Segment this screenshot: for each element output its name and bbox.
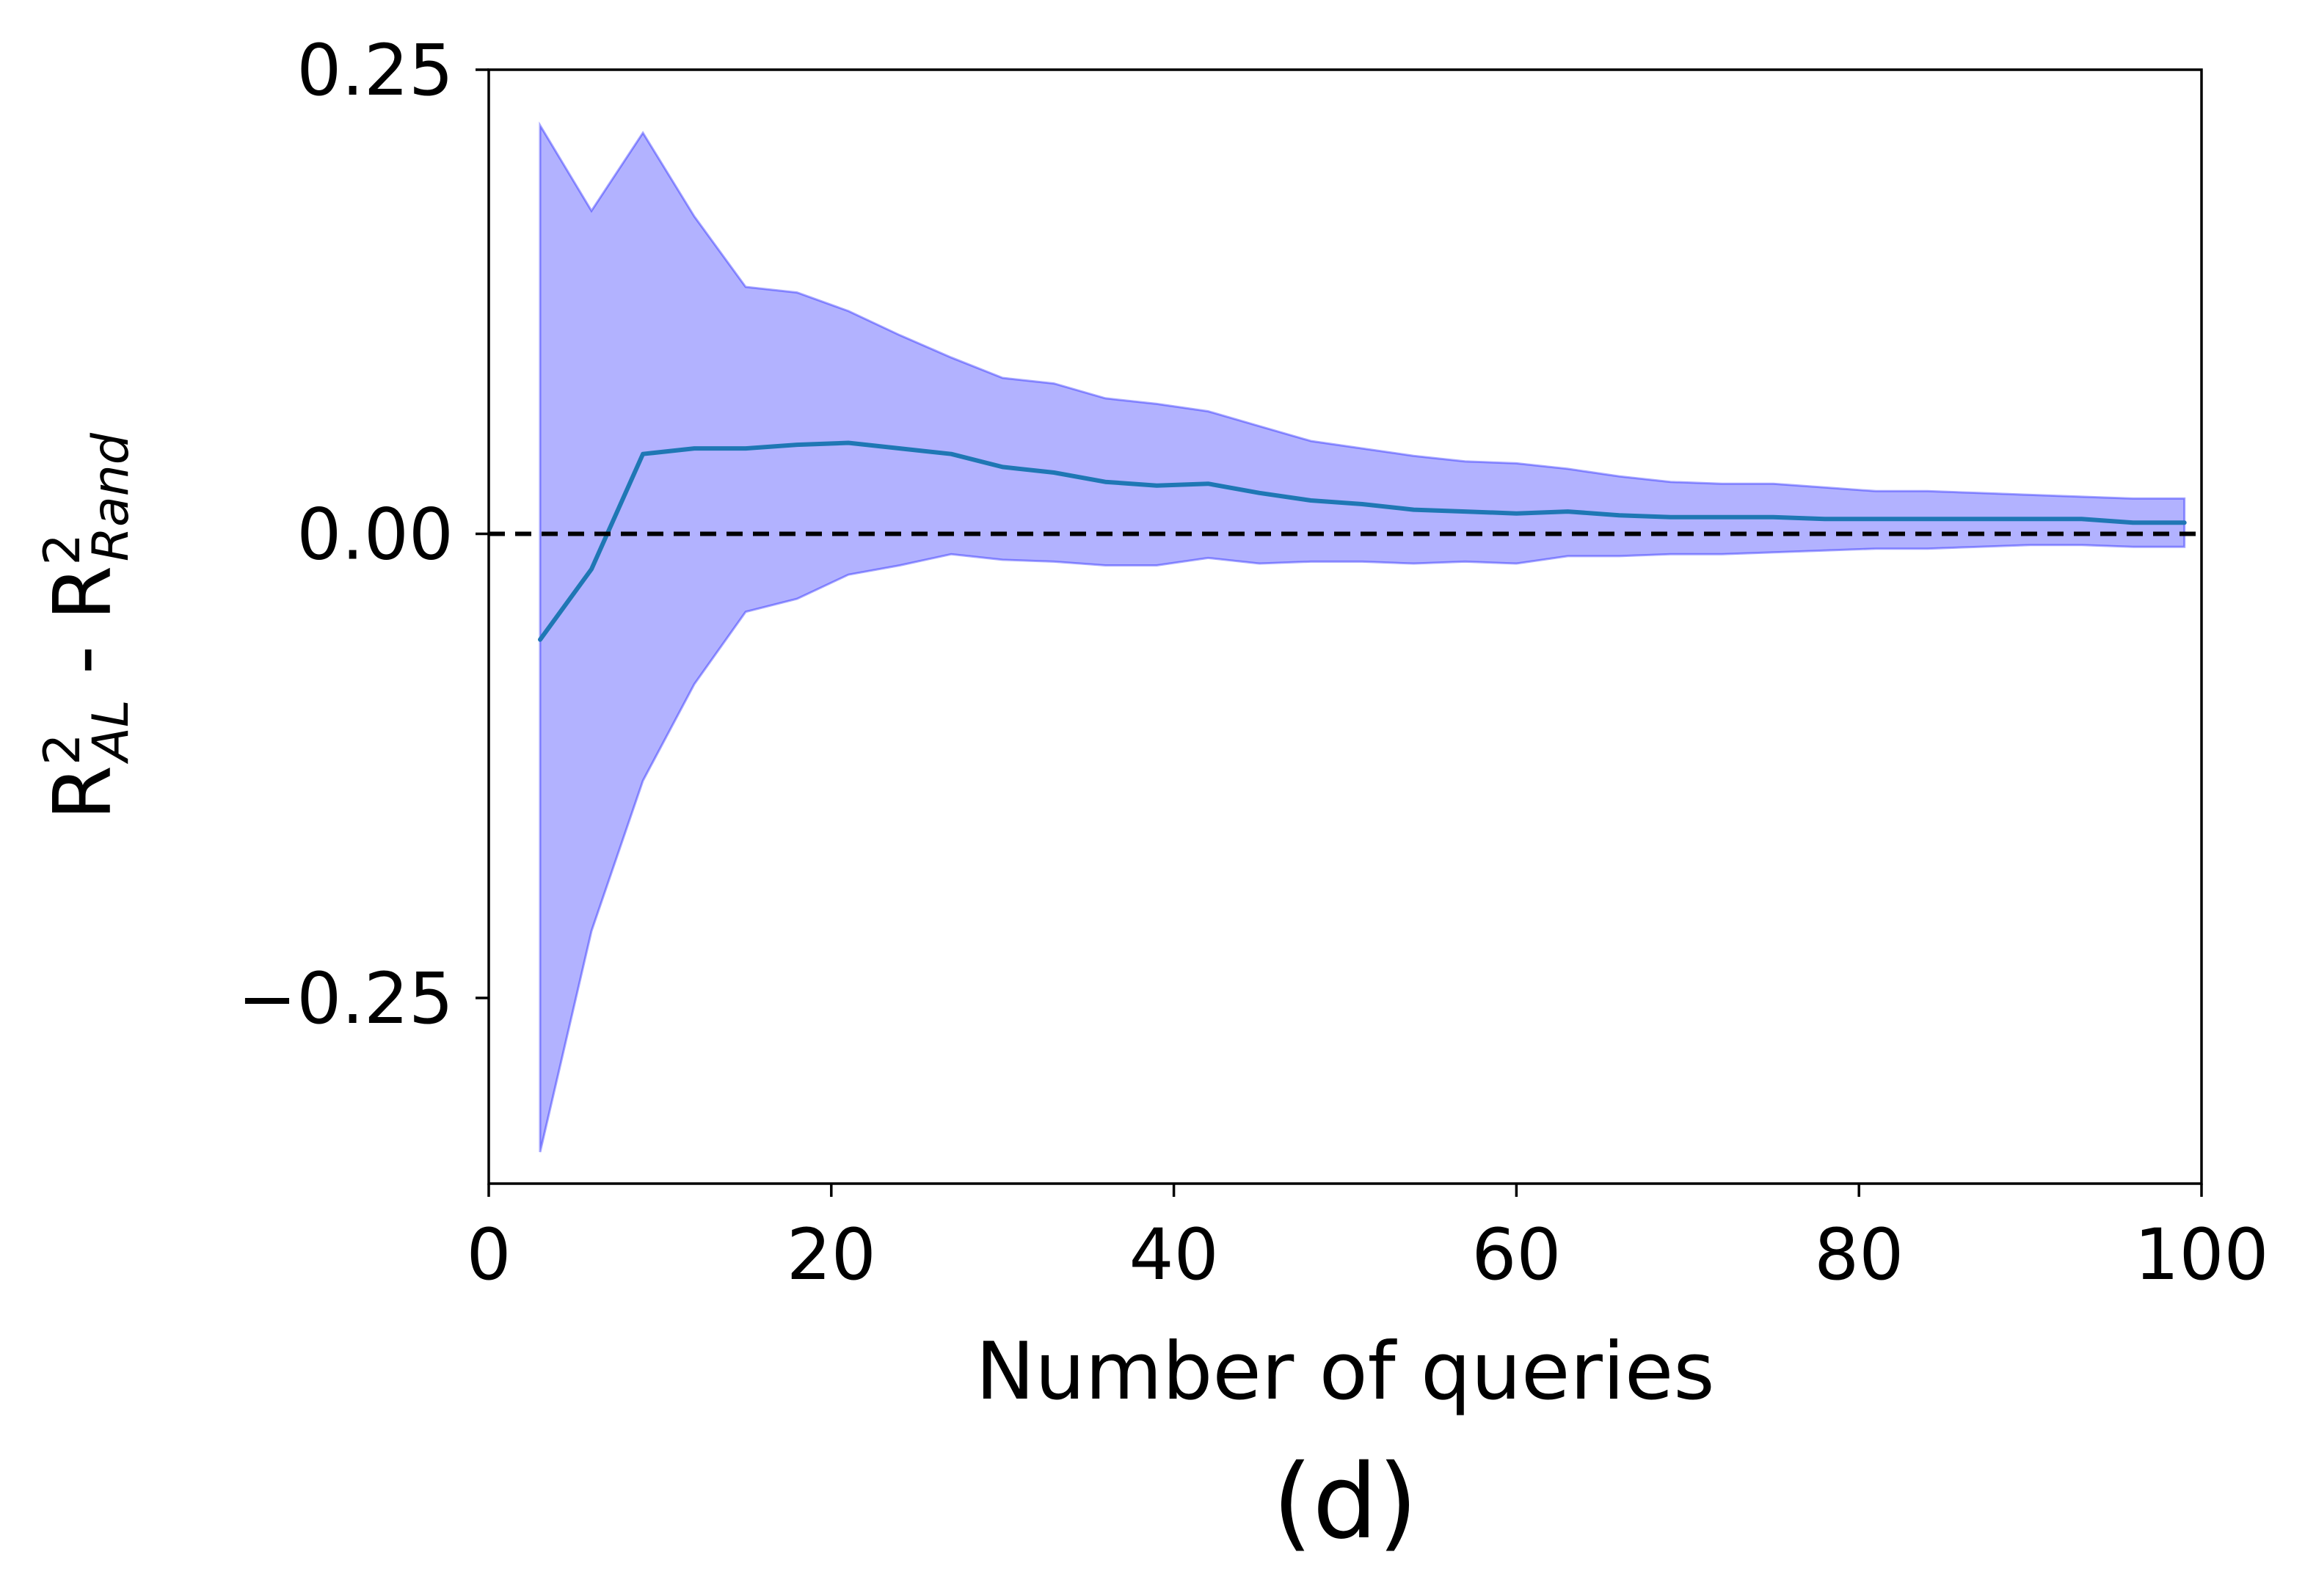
- data-point: [1771, 515, 1776, 520]
- y-axis-label: R2AL - R2Rand: [34, 432, 140, 820]
- mean-line-0: [538, 440, 2187, 642]
- data-point: [795, 442, 799, 447]
- x-tick-label: 100: [2134, 1214, 2268, 1296]
- data-point: [1823, 517, 1827, 521]
- data-point: [1206, 481, 1210, 486]
- data-point: [1463, 509, 1467, 514]
- x-tick-label: 40: [1129, 1214, 1219, 1296]
- data-point: [897, 446, 902, 451]
- data-point: [2080, 517, 2084, 521]
- y-label-rand-base: R: [37, 566, 129, 621]
- data-point: [1000, 464, 1005, 469]
- data-point: [641, 452, 645, 456]
- data-point: [1874, 517, 1879, 521]
- panel-label: (d): [1272, 1443, 1418, 1562]
- ticks-layer: 0 20 40 60 80 100 −0.25 0.00 0.25: [238, 29, 2269, 1296]
- data-point: [1154, 484, 1159, 488]
- data-point: [2131, 520, 2135, 525]
- data-point: [1103, 480, 1107, 484]
- data-point: [1514, 511, 1518, 516]
- marks-layer: [489, 121, 2202, 1153]
- x-tick-label: 20: [787, 1214, 876, 1296]
- data-point: [2028, 517, 2033, 521]
- x-tick-label: 80: [1814, 1214, 1904, 1296]
- confidence-band-0: [539, 121, 2186, 1153]
- y-tick-label: −0.25: [238, 958, 454, 1040]
- y-label-al-sub: AL: [82, 699, 140, 764]
- y-label-al-sup: 2: [34, 734, 92, 765]
- data-point: [1360, 502, 1364, 506]
- x-axis-label: Number of queries: [975, 1326, 1714, 1418]
- data-point: [538, 638, 542, 642]
- plot-frame: [487, 68, 2203, 1185]
- data-point: [692, 446, 696, 451]
- data-point: [743, 446, 748, 451]
- y-label-rand-sup: 2: [34, 533, 92, 565]
- data-point: [846, 441, 851, 445]
- data-point: [1411, 508, 1416, 512]
- data-point: [1720, 515, 1725, 520]
- data-point: [2182, 520, 2187, 525]
- data-point: [949, 452, 953, 456]
- data-point: [1617, 513, 1621, 517]
- data-point: [1052, 470, 1056, 475]
- x-tick-label: 0: [466, 1214, 511, 1296]
- data-point: [1257, 491, 1261, 495]
- y-label-separator: -: [37, 621, 129, 700]
- data-point: [1308, 498, 1313, 503]
- data-point: [1977, 517, 1981, 521]
- y-tick-label: 0.00: [296, 494, 454, 576]
- y-label-al-base: R: [37, 765, 129, 820]
- y-label-rand-sub: Rand: [82, 432, 140, 561]
- y-tick-label: 0.25: [296, 29, 454, 112]
- data-point: [589, 567, 594, 572]
- data-point: [1565, 509, 1570, 514]
- x-tick-label: 60: [1471, 1214, 1561, 1296]
- data-point: [1926, 517, 1930, 521]
- data-point: [1669, 515, 1673, 520]
